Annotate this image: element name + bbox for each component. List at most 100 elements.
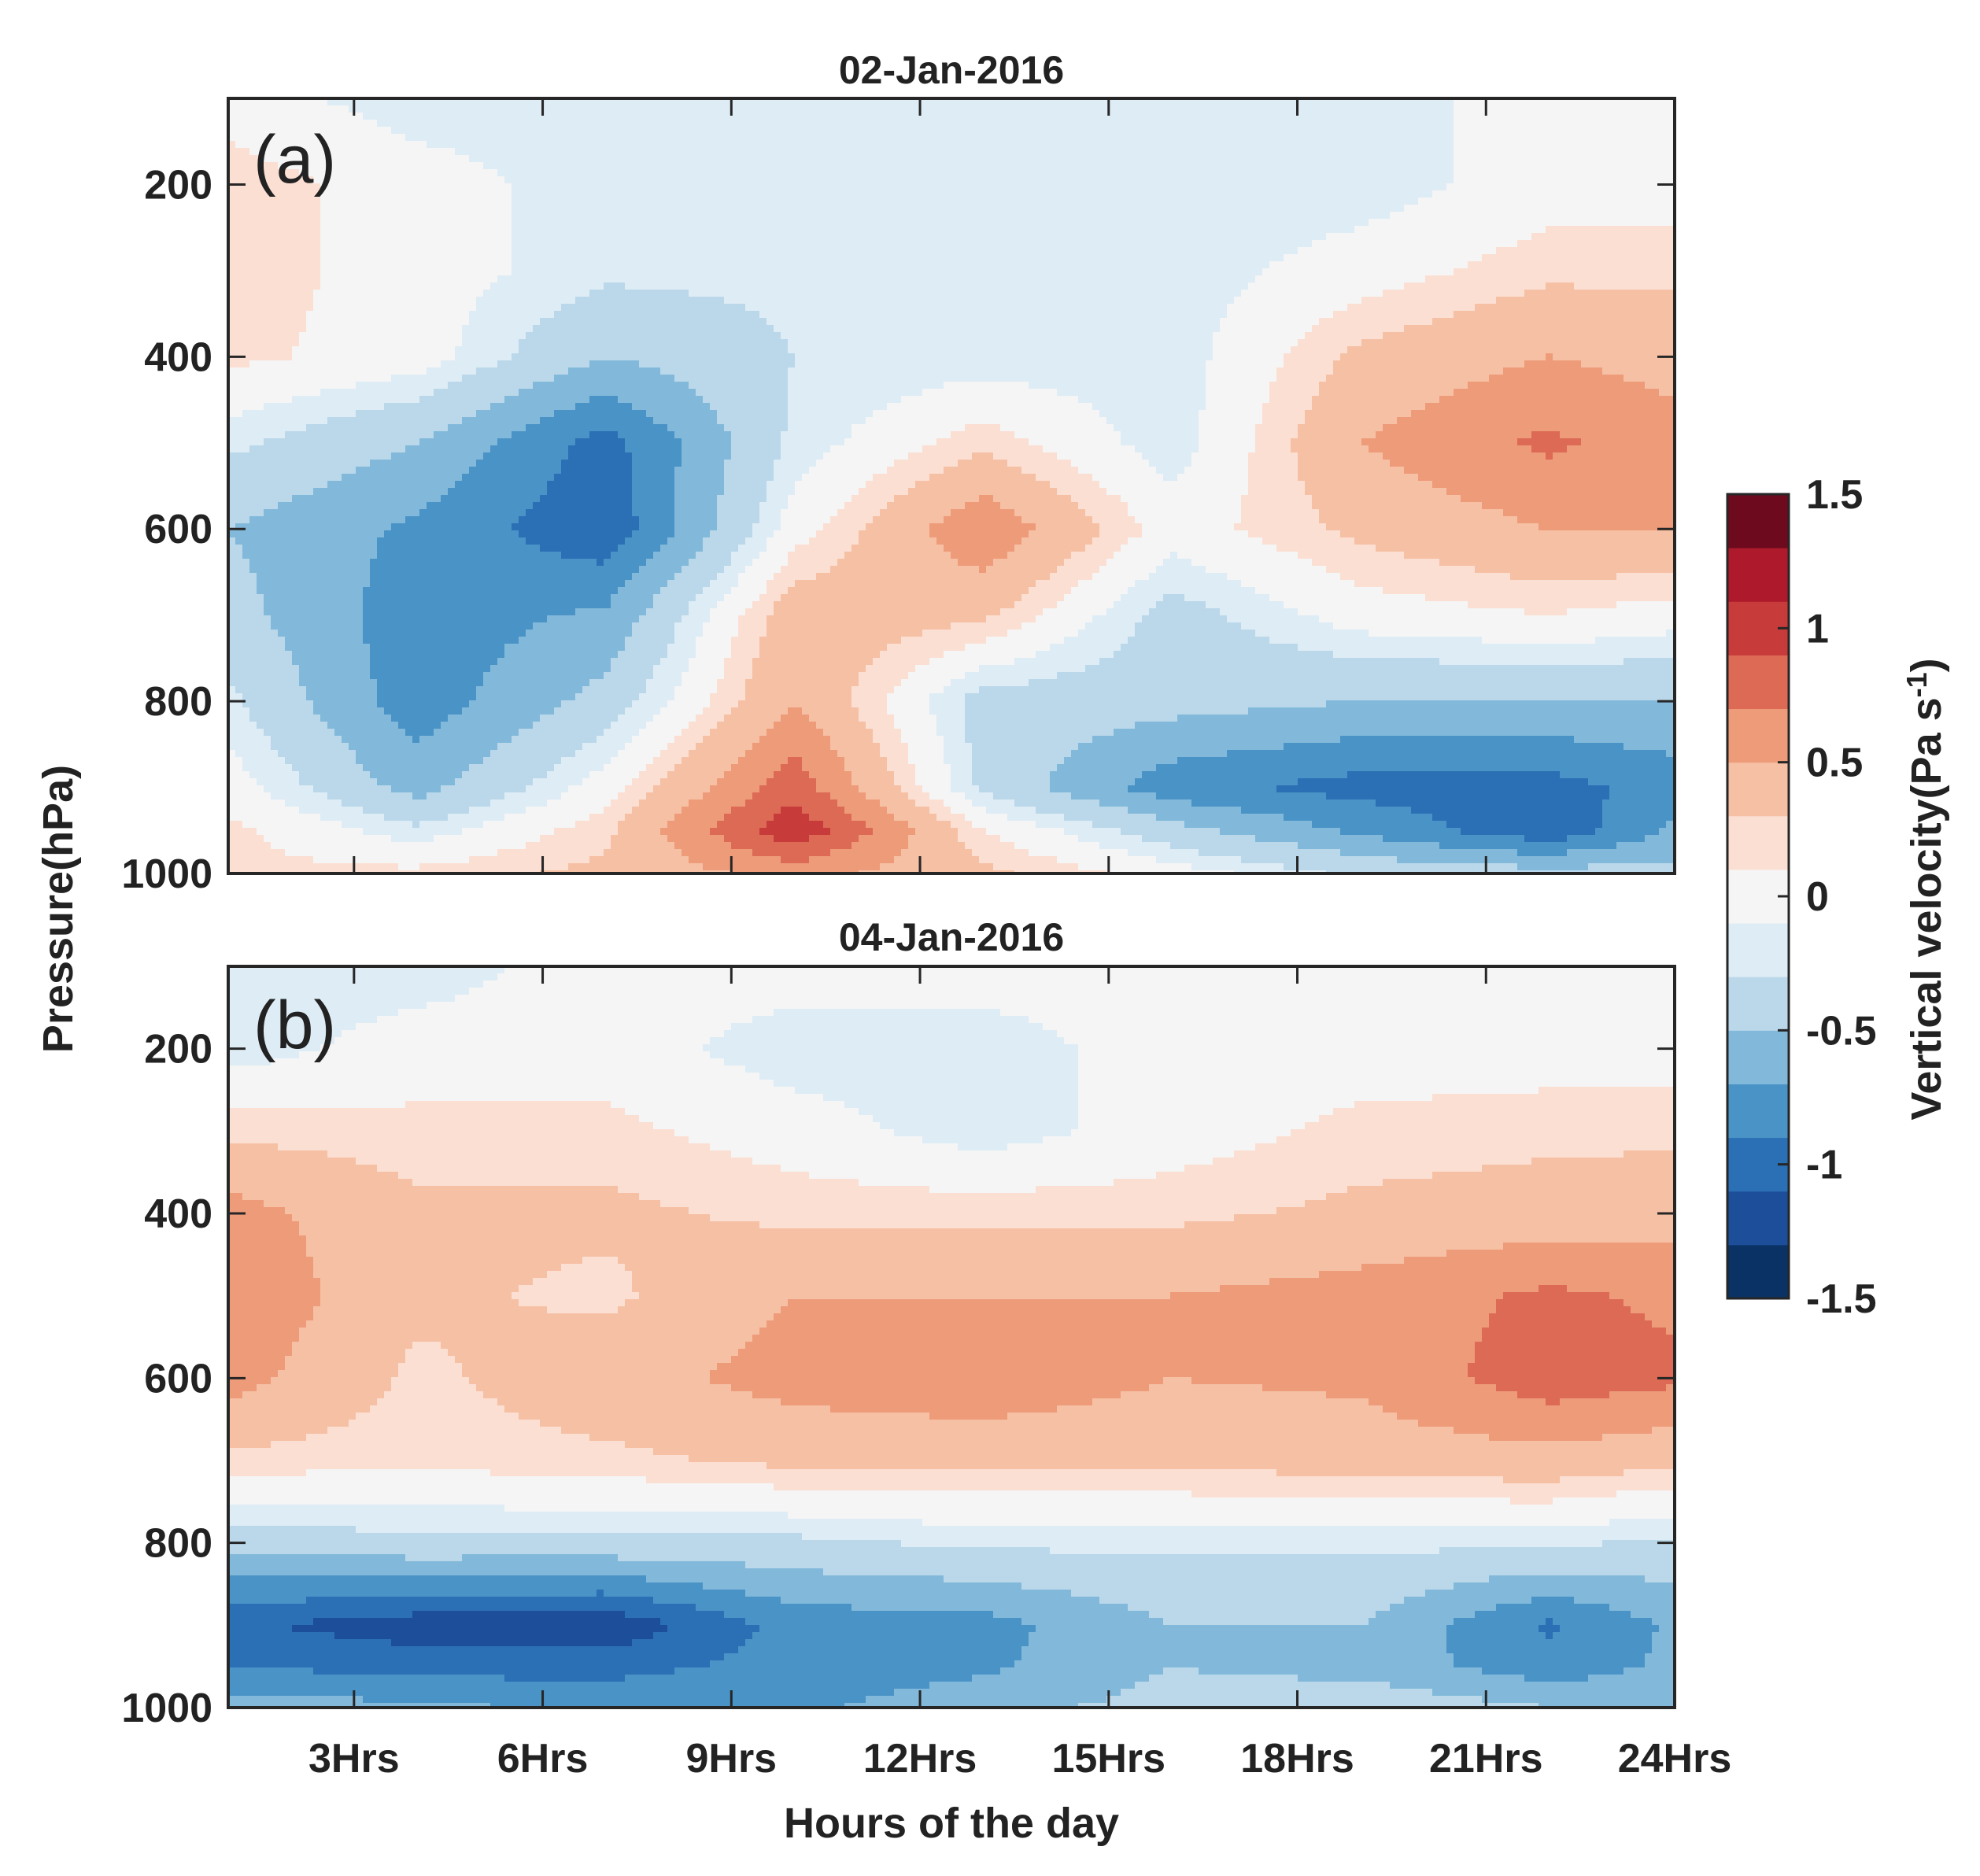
heatmap-cell [1184, 247, 1192, 255]
heatmap-cell [1446, 176, 1454, 184]
heatmap-cell [1638, 240, 1646, 248]
heatmap-cell [320, 268, 328, 276]
heatmap-cell [781, 261, 789, 269]
heatmap-cell [1489, 127, 1497, 135]
heatmap-cell [1510, 113, 1518, 120]
heatmap-cell [1213, 261, 1221, 269]
heatmap-cell [1227, 162, 1235, 170]
heatmap-cell [1631, 162, 1638, 170]
heatmap-cell [1071, 176, 1079, 184]
heatmap-cell [1057, 120, 1065, 127]
heatmap-cell [278, 247, 286, 255]
heatmap-cell [554, 205, 562, 212]
heatmap-cell [547, 219, 555, 227]
heatmap-cell [993, 98, 1001, 106]
heatmap-cell [264, 105, 272, 113]
heatmap-cell [398, 212, 406, 220]
heatmap-cell [377, 113, 385, 120]
heatmap-cell [299, 205, 307, 212]
heatmap-cell [745, 240, 753, 248]
heatmap-cell [1347, 113, 1355, 120]
heatmap-cell [462, 226, 470, 234]
heatmap-cell [611, 226, 619, 234]
heatmap-cell [1078, 127, 1086, 135]
heatmap-cell [993, 219, 1001, 227]
heatmap-cell [540, 148, 548, 156]
heatmap-cell [1524, 233, 1532, 241]
heatmap-cell [1361, 240, 1369, 248]
heatmap-cell [823, 190, 831, 198]
heatmap-cell [1581, 254, 1589, 262]
heatmap-cell [710, 98, 718, 106]
heatmap-cell [752, 212, 760, 220]
heatmap-cell [816, 226, 824, 234]
heatmap-cell [1305, 198, 1313, 205]
heatmap-cell [1014, 233, 1022, 241]
heatmap-cell [589, 176, 597, 184]
heatmap-cell [1333, 198, 1341, 205]
heatmap-cell [639, 254, 647, 262]
heatmap-cell [561, 120, 569, 127]
heatmap-cell [228, 183, 236, 191]
heatmap-cell [228, 134, 236, 142]
heatmap-cell [667, 155, 675, 163]
heatmap-cell [1666, 261, 1674, 269]
heatmap-cell [1546, 190, 1553, 198]
heatmap-cell [1078, 98, 1086, 106]
heatmap-cell [1581, 240, 1589, 248]
heatmap-cell [1227, 113, 1235, 120]
heatmap-cell [965, 155, 973, 163]
heatmap-cell [1602, 205, 1610, 212]
heatmap-cell [1021, 198, 1029, 205]
heatmap-cell [1439, 219, 1447, 227]
heatmap-cell [1206, 176, 1213, 184]
heatmap-cell [767, 98, 774, 106]
heatmap-cell [228, 212, 236, 220]
heatmap-cell [405, 261, 413, 269]
heatmap-cell [759, 141, 767, 149]
heatmap-cell [1553, 226, 1561, 234]
heatmap-cell [1638, 155, 1646, 163]
heatmap-cell [1638, 127, 1646, 135]
heatmap-cell [1029, 254, 1036, 262]
heatmap-cell [1567, 148, 1575, 156]
heatmap-cell [1064, 190, 1072, 198]
heatmap-cell [1347, 233, 1355, 241]
heatmap-cell [1291, 212, 1298, 220]
heatmap-cell [526, 169, 534, 177]
heatmap-cell [944, 205, 951, 212]
heatmap-cell [1319, 120, 1327, 127]
heatmap-cell [1609, 169, 1617, 177]
heatmap-cell [271, 176, 279, 184]
heatmap-cell [929, 120, 937, 127]
heatmap-cell [660, 268, 668, 276]
heatmap-cell [1092, 261, 1100, 269]
heatmap-cell [1099, 162, 1107, 170]
heatmap-cell [1390, 141, 1398, 149]
heatmap-cell [235, 134, 243, 142]
heatmap-cell [483, 247, 491, 255]
heatmap-cell [1291, 247, 1298, 255]
heatmap-cell [1376, 141, 1383, 149]
heatmap-cell [1602, 198, 1610, 205]
heatmap-cell [1184, 198, 1192, 205]
heatmap-cell [292, 148, 300, 156]
heatmap-cell [320, 120, 328, 127]
heatmap-cell [809, 233, 817, 241]
heatmap-cell [1014, 240, 1022, 248]
heatmap-cell [674, 127, 682, 135]
heatmap-cell [781, 212, 789, 220]
heatmap-cell [448, 105, 456, 113]
heatmap-cell [1135, 162, 1143, 170]
heatmap-cell [1418, 254, 1426, 262]
heatmap-cell [462, 183, 470, 191]
heatmap-cell [1284, 219, 1291, 227]
heatmap-cell [774, 198, 781, 205]
heatmap-cell [908, 212, 916, 220]
heatmap-cell [1390, 183, 1398, 191]
heatmap-cell [1029, 219, 1036, 227]
heatmap-cell [618, 261, 626, 269]
heatmap-cell [249, 240, 257, 248]
heatmap-cell [1128, 226, 1136, 234]
heatmap-cell [434, 212, 441, 220]
